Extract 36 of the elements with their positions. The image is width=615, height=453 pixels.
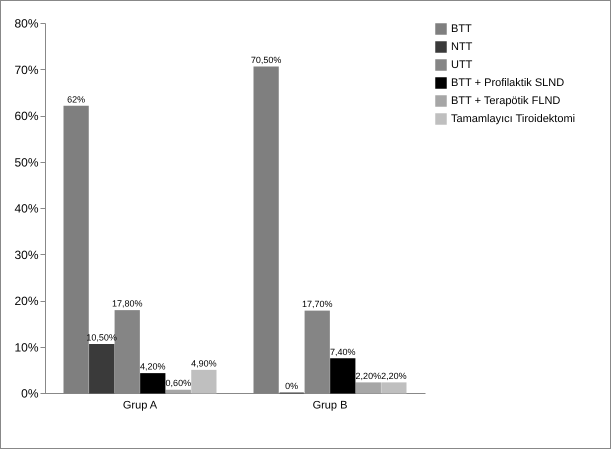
- data-label: 2,20%: [356, 370, 382, 381]
- legend-label: BTT: [451, 23, 472, 35]
- data-label: 7,40%: [330, 346, 356, 357]
- bar: [140, 373, 166, 394]
- data-label: 17,70%: [302, 299, 332, 310]
- x-tick-label: Grup B: [312, 400, 348, 412]
- bar: [330, 358, 356, 394]
- data-label: 70,50%: [250, 54, 282, 65]
- y-tick-label: 70%: [14, 62, 39, 77]
- y-tick-label: 60%: [14, 109, 39, 123]
- data-label: 4,90%: [191, 358, 217, 368]
- legend-label: BTT + Profilaktik SLND: [451, 77, 564, 89]
- data-label: 10,50%: [86, 332, 117, 342]
- bar: [191, 370, 216, 394]
- y-tick-label: 40%: [14, 202, 39, 216]
- data-label: 0,60%: [166, 378, 192, 388]
- x-tick-label: Grup A: [122, 400, 158, 412]
- bar: [381, 382, 406, 394]
- legend-label: NTT: [451, 41, 473, 53]
- y-tick-label: 10%: [14, 340, 39, 354]
- data-label: 62%: [67, 94, 86, 104]
- legend-label: BTT + Terapötik FLND: [451, 95, 560, 107]
- data-label: 17,80%: [112, 298, 142, 309]
- y-tick-label: 0%: [21, 386, 39, 400]
- y-tick-label: 30%: [14, 248, 39, 262]
- legend-label: UTT: [451, 59, 473, 71]
- y-tick-label: 50%: [14, 155, 39, 170]
- data-label: 4,20%: [140, 362, 166, 372]
- legend-label: Tamamlayıcı Tiroidektomi: [451, 113, 576, 125]
- y-tick-label: 20%: [14, 294, 39, 308]
- bar: [356, 382, 381, 394]
- bar: [166, 390, 191, 394]
- data-label: 2,20%: [381, 370, 407, 381]
- y-tick-label: 80%: [14, 16, 39, 30]
- data-label: 0%: [285, 381, 298, 391]
- bar: [89, 344, 114, 394]
